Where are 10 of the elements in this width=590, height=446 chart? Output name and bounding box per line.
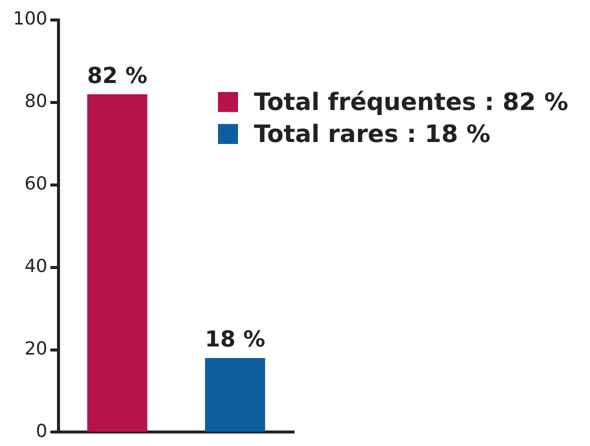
y-tick-label: 40 bbox=[24, 256, 48, 277]
data-label: 18 % bbox=[204, 328, 266, 353]
legend-label: Total fréquentes : 82 % bbox=[254, 88, 568, 116]
legend-label: Total rares : 18 % bbox=[254, 120, 490, 148]
y-tick-label: 100 bbox=[12, 8, 48, 30]
y-tick-label: 60 bbox=[24, 174, 48, 195]
y-tick-label: 80 bbox=[24, 91, 48, 112]
y-tick-label: 20 bbox=[24, 338, 48, 360]
data-label: 82 % bbox=[87, 64, 148, 89]
y-tick-label: 0 bbox=[36, 420, 48, 442]
